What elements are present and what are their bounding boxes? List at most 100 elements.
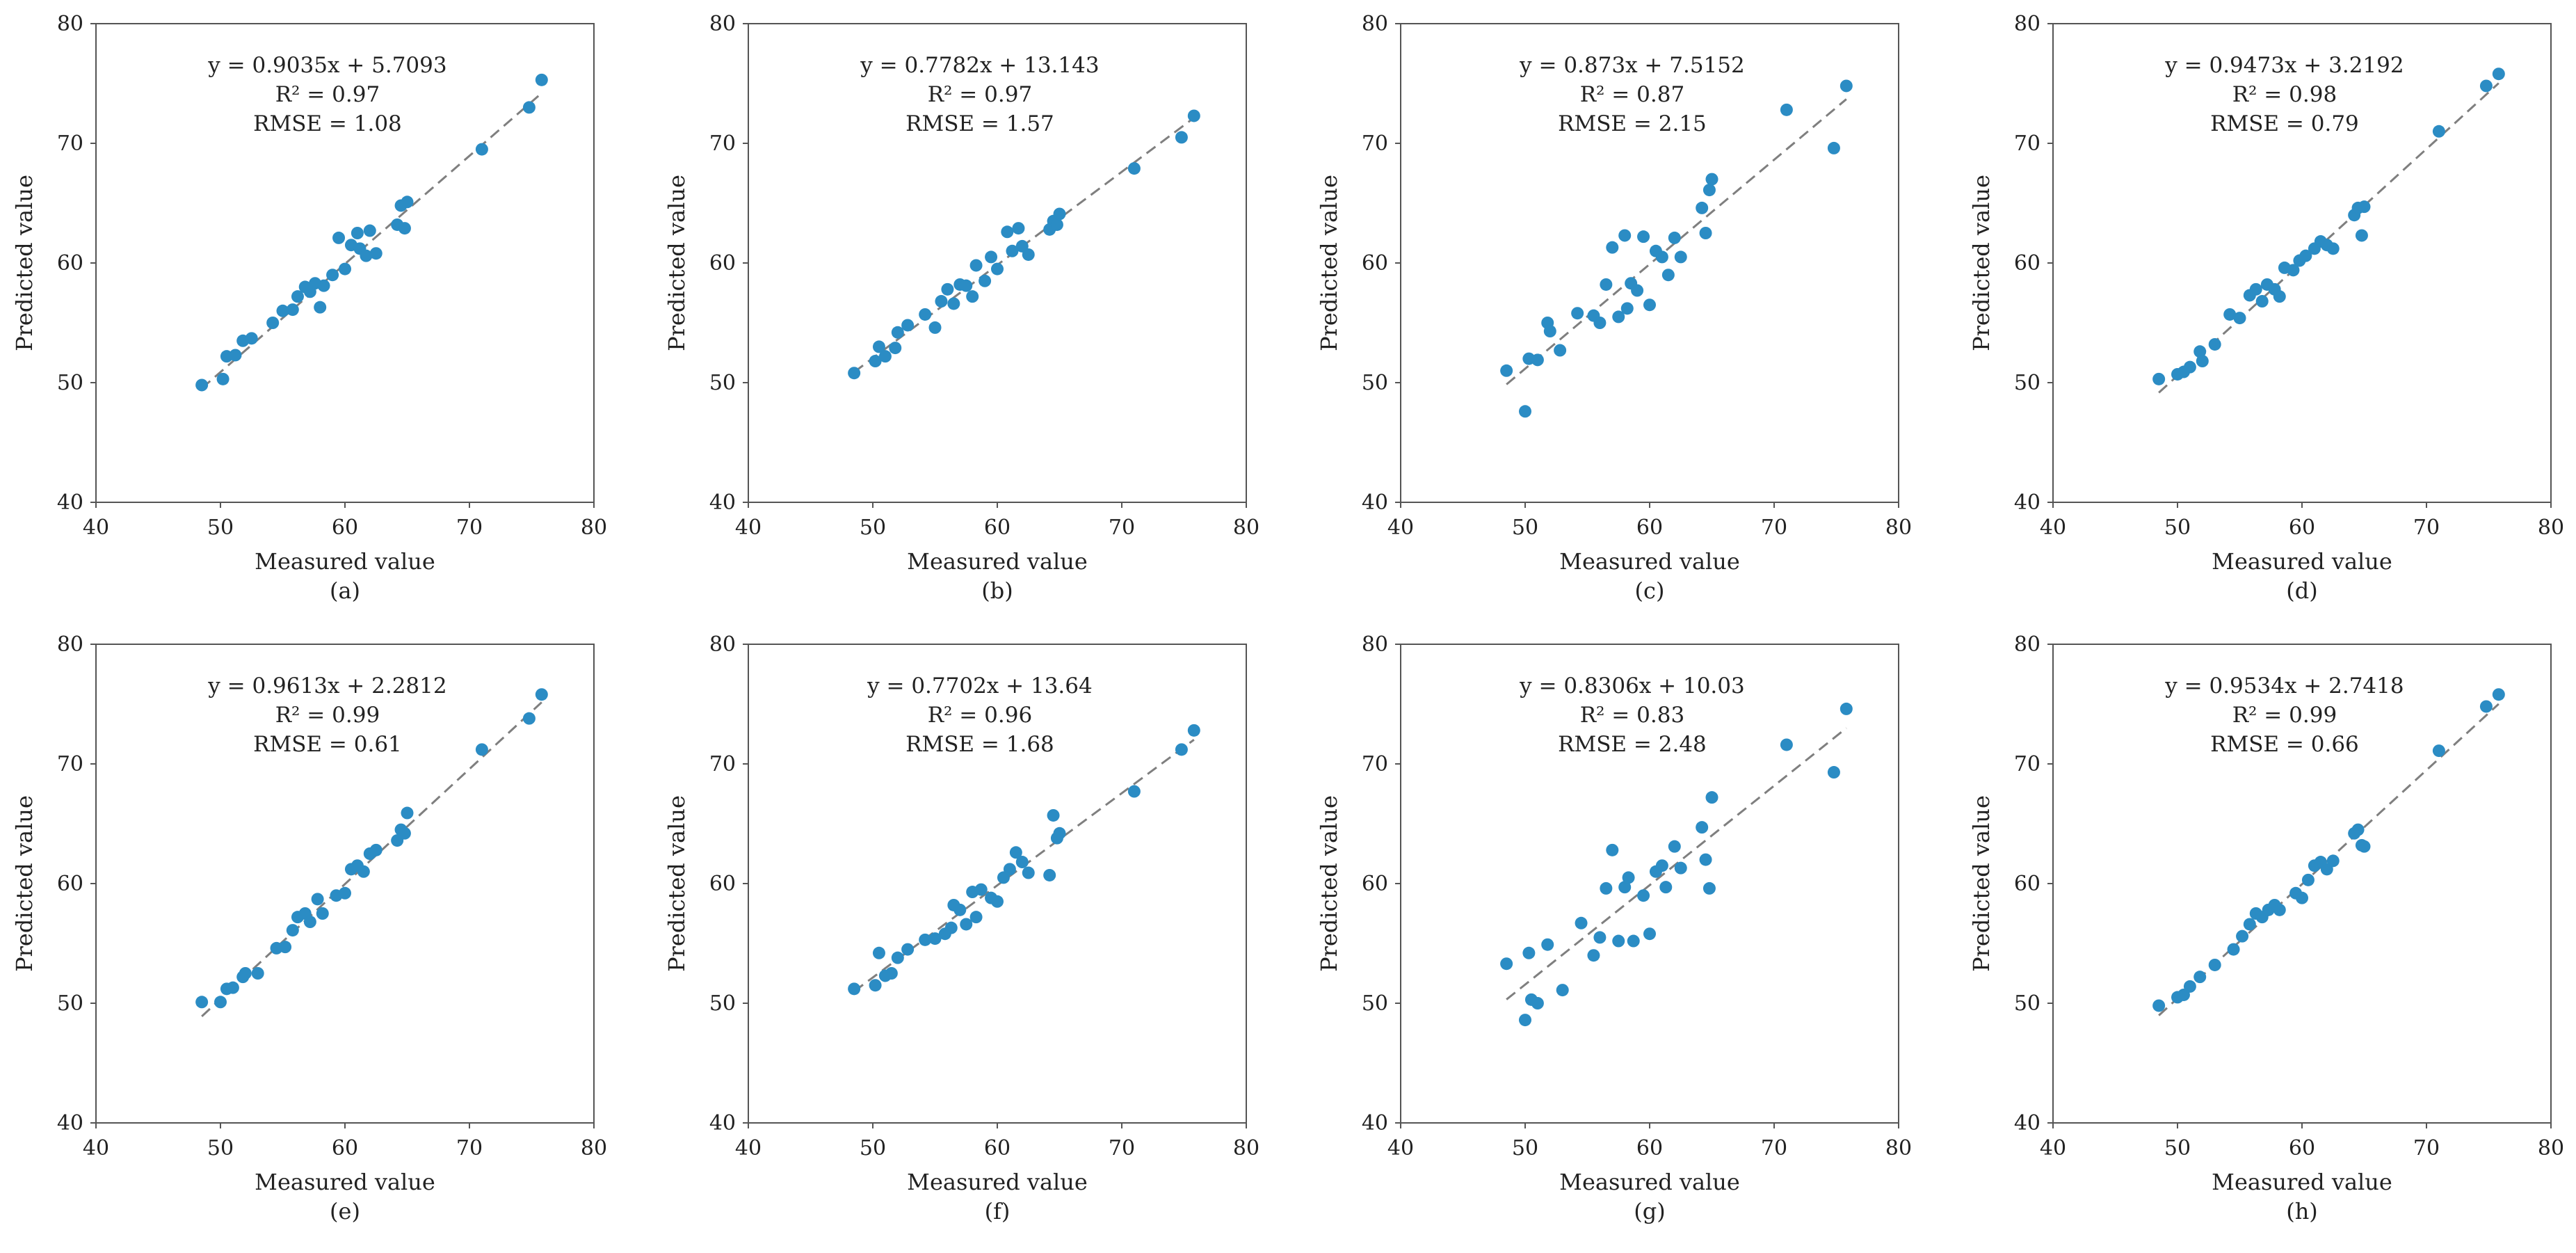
data-point (369, 843, 383, 856)
data-point (2492, 67, 2505, 81)
data-point (966, 290, 979, 303)
data-point (947, 297, 960, 310)
data-point (311, 893, 324, 906)
data-point (1531, 997, 1544, 1009)
x-tick-label: 40 (2040, 1136, 2066, 1160)
panel-label: (b) (981, 577, 1013, 604)
data-point (2196, 355, 2209, 368)
chart-panel-5: 40 50 60 70 80 40 50 60 70 80 Measured value Predic… (11, 632, 607, 1224)
data-point (1022, 866, 1035, 879)
y-tick-label: 40 (1362, 1111, 1388, 1135)
data-point (2273, 903, 2286, 916)
rmse-label: RMSE = 1.57 (905, 111, 1054, 136)
y-tick-label: 80 (1362, 12, 1388, 36)
data-point (2326, 242, 2340, 255)
data-point (991, 262, 1004, 276)
data-point (1659, 881, 1673, 894)
x-tick-label: 40 (735, 1136, 762, 1160)
data-point (1668, 231, 1681, 244)
data-point (991, 895, 1004, 908)
data-point (1827, 766, 1840, 779)
y-tick-label: 40 (709, 490, 736, 515)
data-point (1840, 702, 1853, 715)
x-tick-label: 40 (83, 1136, 109, 1160)
data-point (1780, 103, 1793, 116)
x-tick-label: 60 (984, 1136, 1011, 1160)
y-axis-title: Predicted value (663, 795, 690, 972)
data-point (357, 865, 370, 878)
data-point (1618, 881, 1632, 894)
y-tick-label: 40 (57, 1111, 83, 1135)
data-point (1187, 724, 1200, 737)
data-point (2152, 999, 2166, 1012)
panel-label: (f) (985, 1198, 1011, 1224)
data-point (522, 712, 536, 725)
data-point (2236, 929, 2249, 943)
data-point (1840, 79, 1853, 93)
rmse-label: RMSE = 2.15 (1558, 111, 1707, 136)
x-tick-label: 70 (1109, 516, 1135, 540)
x-tick-label: 60 (1636, 516, 1663, 540)
regression-equation: y = 0.873x + 7.5152 (1519, 53, 1745, 78)
data-point (475, 143, 488, 156)
data-point (1541, 938, 1554, 951)
data-point (1522, 946, 1536, 959)
data-point (229, 349, 242, 362)
data-point (332, 231, 346, 244)
y-tick-label: 70 (709, 131, 736, 156)
data-point (2432, 744, 2445, 758)
x-tick-label: 80 (2538, 516, 2564, 540)
data-point (2296, 891, 2308, 904)
y-tick-label: 60 (57, 872, 83, 896)
r-squared-label: R² = 0.83 (1580, 703, 1684, 728)
x-axis-title: Measured value (907, 1169, 1088, 1195)
rmse-label: RMSE = 0.61 (253, 732, 402, 757)
data-point (1780, 738, 1793, 751)
data-point (2492, 688, 2505, 701)
x-tick-label: 70 (1109, 1136, 1135, 1160)
chart-panel-6: 40 50 60 70 80 40 50 60 70 80 Measured value Predic… (663, 632, 1259, 1224)
r-squared-label: R² = 0.98 (2232, 82, 2337, 107)
data-point (2243, 918, 2256, 931)
x-axis-title: Measured value (1559, 548, 1740, 575)
panel-label: (d) (2286, 577, 2317, 604)
data-point (2355, 229, 2368, 242)
data-point (869, 355, 882, 368)
y-tick-label: 50 (57, 371, 83, 395)
data-point (2193, 345, 2207, 358)
rmse-label: RMSE = 0.66 (2210, 732, 2359, 757)
data-point (1705, 173, 1718, 186)
data-point (1696, 201, 1709, 214)
data-point (901, 943, 915, 956)
data-point (2358, 200, 2371, 214)
y-tick-label: 60 (2014, 872, 2040, 896)
data-point (1593, 931, 1607, 944)
panel-label: (c) (1635, 577, 1665, 604)
data-point (969, 911, 983, 924)
panel-label: (g) (1634, 1198, 1665, 1224)
data-point (266, 317, 280, 329)
x-tick-label: 40 (1387, 1136, 1414, 1160)
data-point (1127, 162, 1141, 175)
data-point (1175, 743, 1188, 756)
y-axis-title: Predicted value (1968, 175, 1995, 351)
y-tick-label: 40 (2014, 490, 2040, 515)
y-tick-label: 60 (57, 251, 83, 276)
y-tick-label: 70 (709, 752, 736, 776)
panel-label: (h) (2286, 1198, 2318, 1224)
x-tick-label: 60 (332, 1136, 358, 1160)
data-point (535, 73, 548, 86)
data-point (369, 247, 383, 260)
data-point (1702, 881, 1716, 895)
y-tick-label: 80 (709, 12, 736, 36)
data-point (1661, 269, 1675, 282)
x-tick-label: 50 (2164, 516, 2191, 540)
data-point (901, 319, 915, 332)
data-point (1696, 821, 1709, 834)
data-point (1009, 846, 1022, 859)
data-point (398, 222, 411, 235)
data-point (1593, 317, 1607, 329)
x-tick-label: 50 (860, 516, 886, 540)
data-point (1622, 871, 1635, 884)
data-point (1655, 859, 1668, 872)
